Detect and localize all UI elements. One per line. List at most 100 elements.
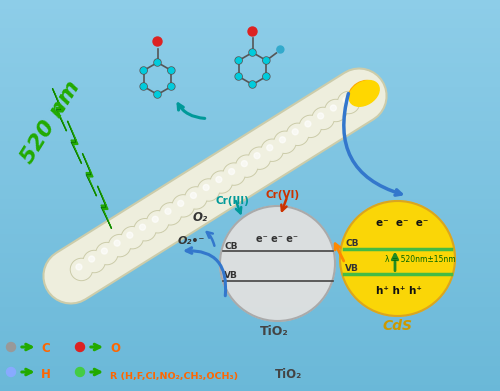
Circle shape — [242, 161, 248, 167]
Circle shape — [264, 74, 269, 79]
Ellipse shape — [349, 81, 379, 106]
Text: CB: CB — [224, 242, 237, 251]
Circle shape — [102, 248, 107, 254]
Circle shape — [212, 172, 232, 192]
Text: R (H,F,Cl,NO₂,CH₃,OCH₃): R (H,F,Cl,NO₂,CH₃,OCH₃) — [110, 371, 238, 380]
Text: λ = 520nm±15nm: λ = 520nm±15nm — [385, 255, 456, 264]
Circle shape — [263, 73, 270, 80]
Bar — [0, 239, 500, 244]
Text: e⁻ e⁻ e⁻: e⁻ e⁻ e⁻ — [256, 234, 298, 244]
Bar — [0, 78, 500, 83]
Bar — [0, 196, 500, 200]
Circle shape — [96, 242, 118, 265]
Circle shape — [325, 99, 347, 122]
Circle shape — [305, 121, 311, 127]
Bar — [0, 298, 500, 303]
Text: Cr(III): Cr(III) — [215, 196, 249, 206]
Bar — [0, 357, 500, 362]
Bar — [0, 293, 500, 298]
Bar — [0, 347, 500, 352]
Bar — [0, 166, 500, 171]
Bar — [0, 342, 500, 347]
Bar — [0, 289, 500, 293]
Circle shape — [340, 201, 455, 316]
Circle shape — [134, 219, 156, 241]
Bar — [0, 190, 500, 196]
Circle shape — [338, 93, 358, 113]
Bar — [0, 102, 500, 108]
Text: C: C — [41, 343, 50, 355]
Bar — [0, 327, 500, 332]
Circle shape — [286, 123, 308, 145]
Bar — [0, 283, 500, 289]
Circle shape — [198, 180, 218, 200]
Bar — [0, 176, 500, 181]
Polygon shape — [68, 121, 82, 163]
Text: O₂: O₂ — [192, 211, 208, 224]
Text: TiO₂: TiO₂ — [260, 325, 289, 338]
Circle shape — [6, 343, 16, 352]
Circle shape — [326, 100, 346, 120]
Bar — [0, 381, 500, 386]
Circle shape — [280, 137, 285, 143]
Circle shape — [261, 139, 283, 161]
Text: 520 nm: 520 nm — [18, 78, 84, 167]
Circle shape — [264, 58, 269, 63]
Circle shape — [263, 57, 270, 64]
Circle shape — [223, 163, 245, 185]
Circle shape — [84, 251, 104, 271]
Bar — [0, 44, 500, 49]
Circle shape — [248, 27, 257, 36]
Circle shape — [250, 148, 270, 168]
Circle shape — [148, 212, 168, 232]
Text: H: H — [41, 368, 51, 380]
Circle shape — [97, 244, 117, 264]
Text: e⁻  e⁻  e⁻: e⁻ e⁻ e⁻ — [376, 218, 429, 228]
Circle shape — [76, 368, 84, 377]
Bar — [0, 376, 500, 381]
Bar — [0, 83, 500, 88]
Circle shape — [185, 187, 207, 209]
Polygon shape — [52, 88, 66, 131]
Circle shape — [262, 140, 282, 160]
Bar — [0, 200, 500, 205]
Bar — [0, 274, 500, 278]
Circle shape — [313, 108, 333, 128]
Circle shape — [153, 37, 162, 46]
Bar — [0, 93, 500, 98]
Circle shape — [168, 67, 175, 74]
Bar — [0, 49, 500, 54]
Circle shape — [168, 83, 175, 90]
Bar — [0, 210, 500, 215]
Circle shape — [236, 155, 258, 177]
Circle shape — [147, 211, 169, 233]
Bar — [0, 308, 500, 313]
Bar — [0, 205, 500, 210]
Bar — [0, 337, 500, 342]
Bar — [0, 161, 500, 166]
Bar — [0, 244, 500, 249]
Polygon shape — [98, 186, 112, 228]
Circle shape — [288, 124, 308, 144]
Bar — [0, 313, 500, 317]
Circle shape — [274, 131, 296, 153]
Circle shape — [172, 195, 194, 217]
Circle shape — [186, 188, 206, 208]
Bar — [0, 156, 500, 161]
Bar — [0, 98, 500, 102]
Bar — [0, 132, 500, 137]
Bar — [0, 259, 500, 264]
Bar — [0, 63, 500, 68]
Circle shape — [318, 113, 324, 119]
Circle shape — [312, 108, 334, 129]
Circle shape — [190, 192, 196, 198]
Circle shape — [338, 91, 359, 113]
Circle shape — [122, 227, 144, 249]
Text: O₂•⁻: O₂•⁻ — [178, 235, 205, 246]
Bar — [0, 137, 500, 142]
Circle shape — [114, 240, 120, 246]
Circle shape — [141, 68, 146, 73]
Bar — [0, 142, 500, 147]
Bar — [0, 117, 500, 122]
Bar — [0, 352, 500, 357]
